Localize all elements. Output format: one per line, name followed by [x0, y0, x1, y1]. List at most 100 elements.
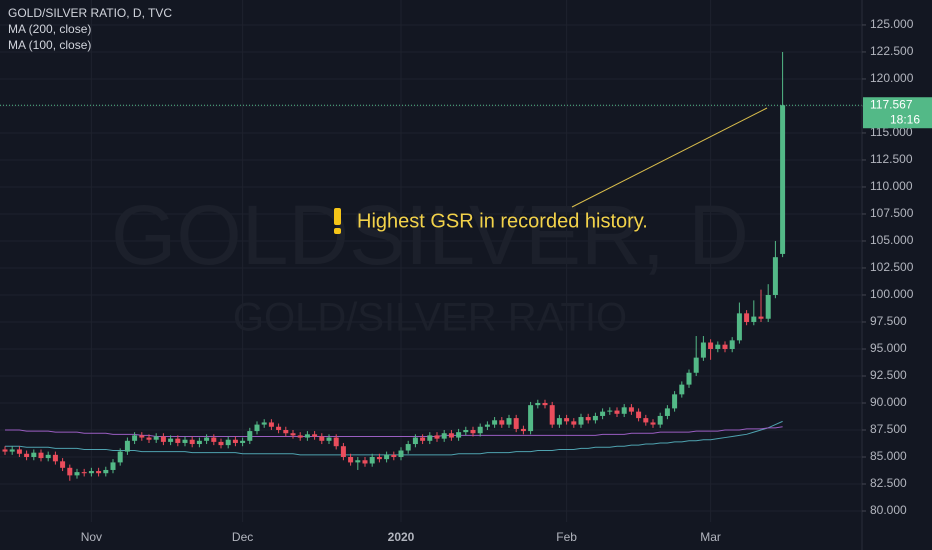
candle-body	[31, 452, 37, 458]
candle-body	[175, 438, 181, 443]
candle-body	[585, 417, 591, 421]
y-tick-label: 85.000	[870, 449, 907, 463]
grid	[0, 0, 862, 522]
y-tick-label: 87.500	[870, 422, 907, 436]
exclamation-icon	[334, 208, 341, 225]
candle-body	[52, 454, 58, 462]
candle-body	[38, 452, 44, 459]
plot	[0, 51, 862, 481]
candle-body	[427, 435, 433, 441]
candle-body	[348, 457, 354, 463]
y-tick-label: 122.500	[870, 44, 914, 58]
candle-body	[398, 450, 404, 458]
candle-body	[405, 444, 411, 451]
candle-body	[520, 428, 526, 432]
candle-body	[204, 437, 210, 441]
candle-body	[571, 421, 577, 425]
candle-body	[758, 316, 764, 319]
candle-body	[672, 394, 678, 409]
candle-body	[254, 424, 260, 432]
candle-body	[283, 429, 289, 434]
candle-body	[276, 426, 282, 430]
candle-body	[700, 342, 706, 358]
candle-body	[168, 438, 174, 442]
candle-body	[470, 429, 476, 434]
candle-body	[261, 422, 267, 425]
candle-body	[290, 433, 296, 436]
candle-body	[247, 431, 253, 441]
candle-body	[420, 437, 426, 441]
exclamation-dot	[334, 228, 341, 234]
candle-body	[448, 433, 454, 438]
candle-body	[715, 344, 721, 349]
candle-body	[664, 408, 670, 416]
candle-body	[600, 411, 606, 416]
y-tick-label: 90.000	[870, 395, 907, 409]
candle-body	[96, 471, 102, 474]
y-tick-label: 120.000	[870, 71, 914, 85]
y-tick-label: 102.500	[870, 260, 914, 274]
candle-body	[369, 457, 375, 464]
candle-body	[434, 435, 440, 439]
candle-body	[484, 424, 490, 427]
candle-body	[499, 420, 505, 425]
candle-body	[67, 467, 73, 476]
candle-body	[657, 415, 663, 425]
y-tick-label: 125.000	[870, 17, 914, 31]
candle-body	[9, 449, 15, 452]
y-tick-label: 105.000	[870, 233, 914, 247]
candle-body	[225, 439, 231, 446]
candle-body	[614, 410, 620, 414]
candle-body	[333, 437, 339, 447]
x-tick-label: Feb	[556, 530, 577, 544]
legend-entry: MA (200, close)	[8, 22, 91, 36]
candle-body	[679, 384, 685, 395]
y-tick-label: 80.000	[870, 503, 907, 517]
candle-body	[196, 440, 202, 445]
candle-body	[556, 418, 562, 425]
candle-body	[765, 294, 771, 319]
candle-body	[384, 454, 390, 460]
candle-body	[132, 435, 138, 441]
candle-body	[24, 453, 30, 458]
y-tick-label: 95.000	[870, 341, 907, 355]
candle-body	[268, 422, 274, 427]
candle-body	[708, 342, 714, 349]
candle-body	[744, 313, 750, 322]
candle-body	[506, 418, 512, 425]
y-tick-label: 100.000	[870, 287, 914, 301]
y-tick-label: 110.000	[870, 179, 913, 193]
candle-body	[240, 440, 246, 443]
candle-body	[376, 457, 382, 460]
candle-body	[391, 454, 397, 458]
candle-body	[16, 449, 22, 454]
candle-body	[607, 410, 613, 412]
candle-body	[60, 461, 66, 468]
candle-body	[643, 418, 649, 423]
candle-body	[88, 471, 94, 474]
y-tick-label: 82.500	[870, 476, 907, 490]
candle-body	[729, 340, 735, 349]
candle-body	[189, 439, 195, 445]
candle-body	[232, 439, 238, 443]
countdown-label: 18:16	[890, 112, 920, 126]
candle-body	[146, 437, 152, 440]
candle-body	[340, 446, 346, 458]
candle-body	[513, 418, 519, 429]
candle-body	[103, 469, 109, 474]
candle-body	[319, 436, 325, 441]
candle-body	[636, 411, 642, 419]
annotation-arrow	[571, 107, 768, 208]
x-tick-label: Dec	[232, 530, 253, 544]
last-price-box	[863, 97, 932, 129]
candle-body	[736, 313, 742, 341]
candle-body	[160, 436, 166, 442]
candle-body	[592, 415, 598, 421]
candle-body	[182, 439, 188, 443]
y-tick-label: 107.500	[870, 206, 914, 220]
candle-body	[477, 426, 483, 434]
candle-body	[751, 316, 757, 322]
candle-body	[542, 402, 548, 406]
y-tick-label: 92.500	[870, 368, 907, 382]
